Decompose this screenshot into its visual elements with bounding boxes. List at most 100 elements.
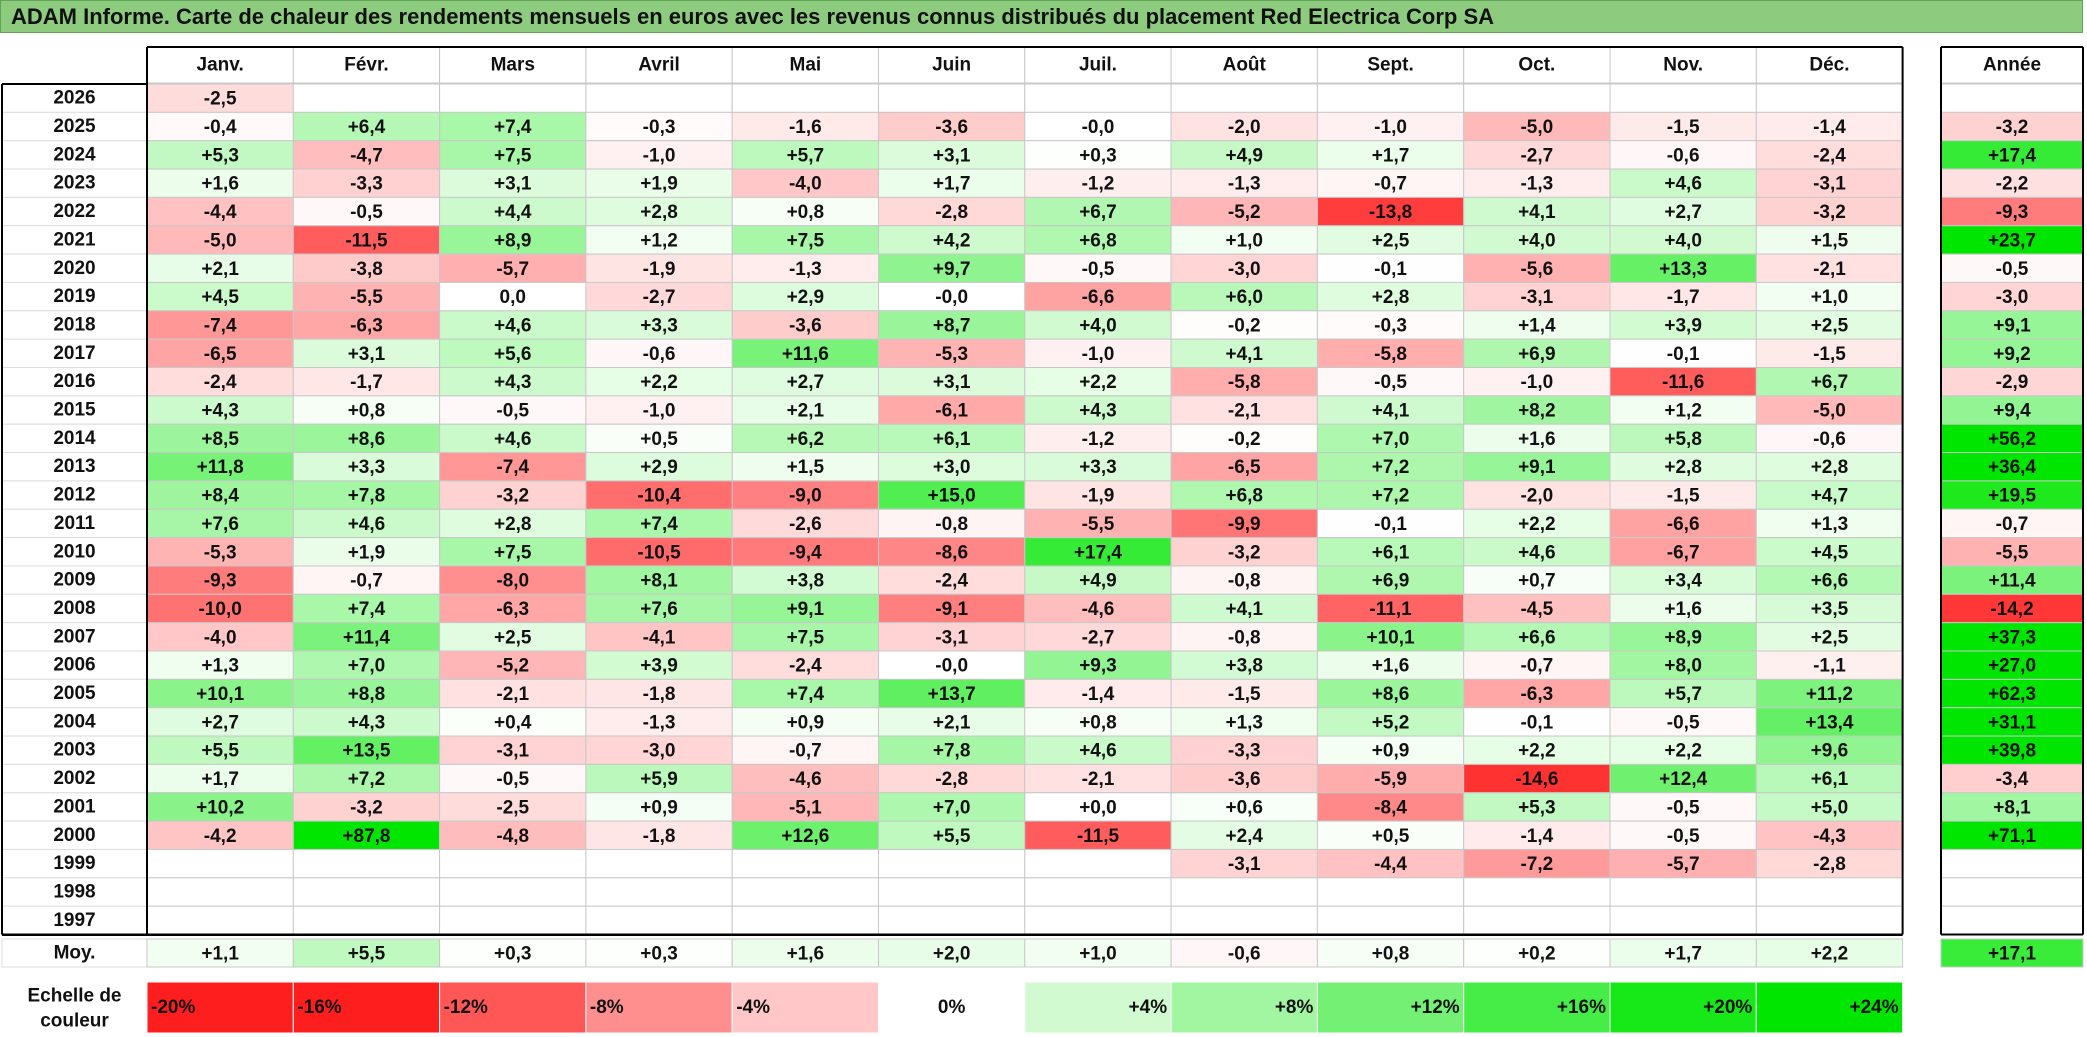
heat-cell-value: -0,8 xyxy=(935,514,968,535)
heat-cell-value: +3,4 xyxy=(1664,571,1702,592)
heat-cell xyxy=(1463,622,1611,652)
heat-cell-value: -3,2 xyxy=(496,486,529,507)
heat-cell xyxy=(1024,111,1172,142)
average-cell xyxy=(292,938,441,968)
row-year-label: 2018 xyxy=(53,314,95,335)
heat-cell xyxy=(731,735,880,765)
heat-cell xyxy=(1609,196,1757,227)
heat-cell-value: -9,4 xyxy=(789,542,822,563)
month-header-label: Janv. xyxy=(197,55,244,76)
heat-cell xyxy=(1463,877,1611,907)
heat-cell xyxy=(1024,763,1172,794)
heat-cell-value: +2,5 xyxy=(1372,230,1410,251)
heat-cell xyxy=(292,537,441,567)
row-year-label: 2007 xyxy=(53,626,95,647)
annual-cell xyxy=(1940,253,2084,283)
row-year-label: 1998 xyxy=(53,881,95,902)
heat-cell-value: -3,0 xyxy=(1228,259,1261,280)
heat-cell xyxy=(146,877,294,907)
heat-cell xyxy=(1755,225,1904,255)
heat-cell xyxy=(1755,707,1904,737)
heat-cell-value: +7,0 xyxy=(1372,429,1410,450)
heat-cell xyxy=(1024,650,1172,680)
heat-cell-value: +11,4 xyxy=(343,627,390,648)
heat-cell-value: +4,7 xyxy=(1811,486,1849,507)
scale-swatch-label: +16% xyxy=(1557,997,1606,1018)
heat-cell-value: -6,3 xyxy=(1520,684,1553,705)
heat-cell xyxy=(1755,168,1904,198)
annual-cell-value: +31,1 xyxy=(1988,712,2037,733)
average-cell xyxy=(1170,938,1318,968)
heat-cell-value: +1,6 xyxy=(1372,656,1410,677)
heat-cell xyxy=(878,395,1026,425)
heat-cell-value: -1,3 xyxy=(789,259,822,280)
heat-cell-value: +6,1 xyxy=(933,429,971,450)
heat-cell-value: -1,7 xyxy=(350,372,383,393)
heat-cell-value: +7,4 xyxy=(494,117,532,138)
heat-cell xyxy=(1024,593,1172,624)
annual-cell-value: -2,9 xyxy=(1996,372,2029,393)
heat-cell-value: +4,1 xyxy=(1225,344,1263,365)
annual-cell xyxy=(1940,225,2084,255)
heat-cell-value: +3,8 xyxy=(787,571,825,592)
heat-cell-value: -0,6 xyxy=(643,344,676,365)
heat-cell-value: -0,3 xyxy=(643,117,676,138)
scale-swatch-label: +24% xyxy=(1849,997,1898,1018)
heat-cell-value: -2,1 xyxy=(1082,769,1115,790)
annual-cell-value: -3,2 xyxy=(1996,117,2029,138)
heat-cell-value: +2,7 xyxy=(1664,202,1702,223)
heat-cell xyxy=(1316,678,1465,709)
heat-cell xyxy=(1755,281,1904,312)
annual-cell-value: +36,4 xyxy=(1988,457,2037,478)
heat-cell xyxy=(1024,423,1172,454)
heat-cell xyxy=(1609,338,1757,368)
heat-cell-value: -11,6 xyxy=(1662,372,1704,393)
heat-cell xyxy=(1755,820,1904,850)
heat-cell-value: +8,4 xyxy=(201,486,239,507)
annual-cell-value: +8,1 xyxy=(1993,797,2031,818)
heat-cell xyxy=(1609,537,1757,567)
annual-cell xyxy=(1940,905,2084,936)
heat-cell-value: -6,3 xyxy=(350,315,383,336)
annual-cell-value: +23,7 xyxy=(1988,230,2036,251)
heat-cell-value: -5,3 xyxy=(935,344,968,365)
heat-cell-value: -5,2 xyxy=(496,656,529,677)
heat-cell xyxy=(1755,735,1904,765)
heat-cell-value: -6,5 xyxy=(204,344,237,365)
heat-cell-value: +13,7 xyxy=(928,684,976,705)
heat-cell-value: +7,8 xyxy=(348,486,386,507)
heat-cell-value: -2,1 xyxy=(1813,259,1846,280)
heat-cell-value: -0,8 xyxy=(1228,571,1261,592)
heat-cell-value: -1,8 xyxy=(643,684,676,705)
heat-cell xyxy=(1463,593,1611,624)
heat-cell xyxy=(439,792,587,822)
row-year-label: 2017 xyxy=(53,343,95,364)
heat-cell xyxy=(1463,735,1611,765)
annual-cell xyxy=(1940,480,2084,510)
heat-cell xyxy=(585,905,733,936)
heat-cell-value: +1,7 xyxy=(201,769,239,790)
heat-cell xyxy=(439,678,587,709)
heat-cell-value: -0,0 xyxy=(935,656,968,677)
heat-cell-value: +6,9 xyxy=(1372,571,1410,592)
heat-cell xyxy=(439,168,587,198)
heat-cell xyxy=(878,367,1026,397)
row-year-label: 2008 xyxy=(53,598,95,619)
heat-cell xyxy=(731,848,880,879)
month-header-label: Déc. xyxy=(1809,55,1849,76)
heat-cell-value: +2,2 xyxy=(1079,372,1117,393)
heat-cell-value: -4,4 xyxy=(1374,854,1407,875)
heat-cell xyxy=(1609,83,1757,113)
heat-cell xyxy=(1609,423,1757,454)
heat-cell-value: -0,6 xyxy=(1667,145,1700,166)
heat-cell xyxy=(1463,253,1611,283)
row-year-label: 2016 xyxy=(53,371,95,392)
heat-cell-value: -5,9 xyxy=(1374,769,1407,790)
heat-cell-value: -13,8 xyxy=(1369,202,1412,223)
heat-cell-value: +2,8 xyxy=(1811,457,1849,478)
heat-cell xyxy=(585,338,733,368)
heat-cell-value: +7,2 xyxy=(1372,457,1410,478)
heat-cell-value: -5,0 xyxy=(1520,117,1553,138)
heat-cell xyxy=(146,168,294,198)
heat-cell xyxy=(731,281,880,312)
